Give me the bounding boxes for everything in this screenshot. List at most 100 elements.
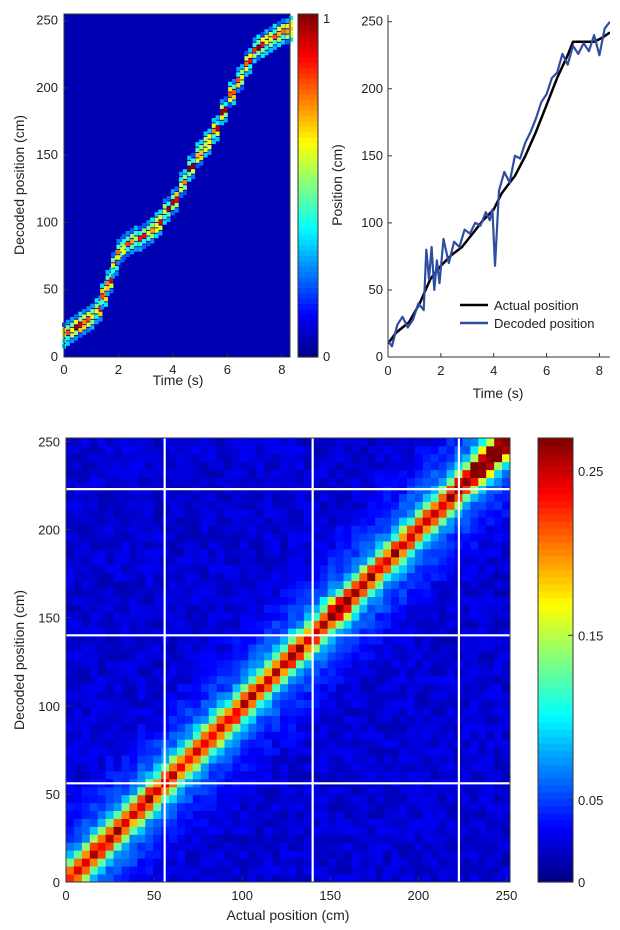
- confusion-cell: [375, 842, 384, 851]
- confusion-cell: [327, 549, 336, 558]
- posterior-cell: [264, 34, 269, 40]
- confusion-cell: [295, 509, 305, 518]
- confusion-cell: [391, 525, 400, 534]
- confusion-cell: [97, 604, 107, 613]
- colorbar-swatch: [538, 701, 573, 710]
- confusion-cell: [264, 660, 273, 669]
- confusion-cell: [105, 723, 114, 732]
- confusion-cell: [66, 477, 75, 486]
- confusion-cell: [486, 723, 495, 732]
- confusion-cell: [288, 691, 297, 701]
- confusion-cell: [351, 699, 360, 708]
- posterior-cell: [228, 92, 233, 97]
- confusion-cell: [248, 469, 257, 479]
- confusion-cell: [280, 834, 289, 843]
- confusion-cell: [137, 660, 146, 669]
- confusion-cell: [327, 644, 336, 653]
- confusion-cell: [137, 675, 146, 685]
- confusion-cell: [288, 763, 297, 772]
- confusion-cell: [319, 596, 329, 605]
- confusion-cell: [470, 667, 479, 677]
- confusion-cell: [121, 810, 130, 819]
- confusion-cell: [359, 699, 368, 708]
- posterior-cell: [215, 131, 220, 136]
- confusion-cell: [272, 541, 281, 550]
- confusion-cell: [192, 763, 202, 772]
- confusion-cell: [319, 874, 329, 883]
- colorbar-swatch: [298, 83, 318, 90]
- confusion-cell: [295, 834, 305, 843]
- confusion-cell: [430, 826, 440, 835]
- confusion-cell: [105, 866, 114, 875]
- confusion-cell: [216, 755, 225, 764]
- confusion-cell: [462, 517, 471, 526]
- posterior-cell: [219, 115, 224, 120]
- confusion-cell: [97, 469, 107, 479]
- confusion-cell: [486, 620, 495, 629]
- confusion-cell: [121, 501, 130, 510]
- confusion-cell: [256, 549, 265, 558]
- confusion-cell: [192, 612, 202, 621]
- colorbar-swatch: [298, 14, 318, 20]
- confusion-cell: [66, 604, 75, 613]
- confusion-cell: [470, 866, 479, 875]
- confusion-cell: [351, 715, 360, 724]
- confusion-cell: [470, 604, 479, 613]
- confusion-cell: [113, 501, 122, 510]
- confusion-cell: [256, 660, 265, 669]
- confusion-cell: [81, 691, 91, 701]
- confusion-cell: [232, 556, 241, 566]
- confusion-cell: [430, 794, 440, 804]
- confusion-cell: [184, 723, 194, 732]
- confusion-cell: [478, 874, 487, 883]
- confusion-cell: [303, 786, 313, 796]
- confusion-cell: [248, 739, 257, 748]
- confusion-cell: [375, 580, 384, 590]
- confusion-cell: [462, 858, 471, 867]
- confusion-cell: [351, 438, 360, 447]
- confusion-cell: [272, 667, 281, 677]
- posterior-cell: [142, 222, 147, 228]
- confusion-cell: [97, 501, 107, 510]
- confusion-cell: [295, 604, 305, 613]
- confusion-cell: [438, 675, 447, 685]
- confusion-cell: [335, 533, 344, 542]
- confusion-cell: [232, 874, 241, 883]
- confusion-cell: [105, 707, 114, 716]
- confusion-cell: [391, 453, 400, 463]
- confusion-cell: [105, 453, 114, 463]
- confusion-cell: [208, 707, 218, 716]
- confusion-cell: [137, 786, 146, 796]
- confusion-cell: [414, 715, 424, 724]
- confusion-cell: [414, 818, 424, 827]
- confusion-cell: [391, 438, 400, 447]
- confusion-cell: [73, 866, 83, 875]
- confusion-cell: [311, 794, 321, 804]
- confusion-cell: [121, 461, 130, 471]
- confusion-cell: [73, 525, 83, 534]
- posterior-cell: [268, 37, 273, 42]
- confusion-cell: [113, 699, 122, 708]
- posterior-cell: [280, 23, 285, 29]
- posterior-cell: [162, 214, 167, 220]
- confusion-cell: [391, 699, 400, 708]
- confusion-cell: [153, 628, 162, 637]
- confusion-cell: [470, 525, 479, 534]
- confusion-cell: [359, 755, 368, 764]
- confusion-cell: [327, 842, 336, 851]
- confusion-cell: [351, 691, 360, 701]
- confusion-cell: [216, 834, 225, 843]
- confusion-cell: [430, 596, 440, 605]
- confusion-cell: [367, 652, 376, 661]
- confusion-cell: [256, 612, 265, 621]
- confusion-cell: [502, 755, 511, 764]
- confusion-cell: [438, 834, 447, 843]
- confusion-cell: [438, 771, 447, 780]
- confusion-cell: [169, 866, 178, 875]
- confusion-cell: [121, 525, 130, 534]
- confusion-cell: [359, 525, 368, 534]
- confusion-cell: [319, 723, 329, 732]
- confusion-cell: [272, 715, 281, 724]
- confusion-cell: [319, 810, 329, 819]
- confusion-cell: [470, 572, 479, 582]
